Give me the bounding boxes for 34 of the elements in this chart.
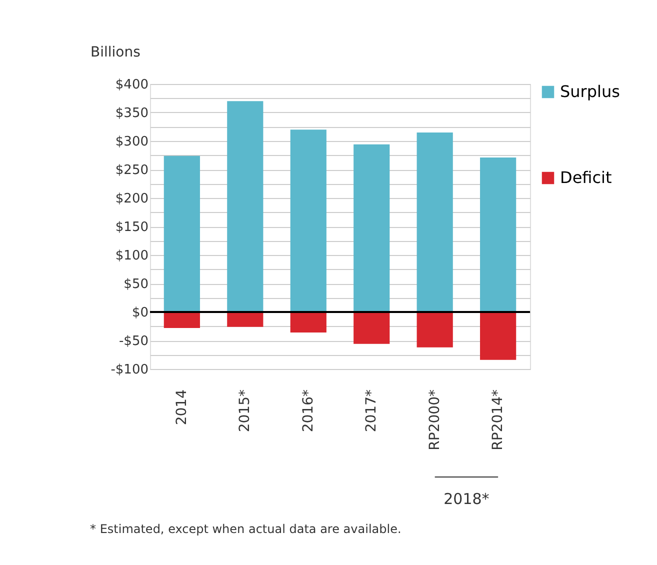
- y-tick-label: $250: [115, 163, 148, 178]
- bar: [290, 130, 326, 312]
- legend-label: Surplus: [560, 82, 620, 101]
- y-tick-label: $100: [115, 248, 148, 264]
- bar: [354, 144, 390, 312]
- x-tick-label: RP2014*: [490, 390, 506, 450]
- text: 2018*: [444, 490, 490, 508]
- y-tick-label: $150: [115, 220, 148, 235]
- y-tick-label: $400: [115, 78, 148, 92]
- legend-label: Deficit: [560, 168, 612, 187]
- x-tick-label: RP2000*: [426, 390, 443, 450]
- y-tick-label: $300: [115, 134, 148, 150]
- x-tick-label: 2017*: [364, 390, 380, 432]
- x-tick-label: 2014: [174, 389, 190, 426]
- y-tick-label: -$50: [118, 334, 148, 349]
- bar: [290, 312, 326, 333]
- x-tick-label: 2016*: [300, 390, 316, 432]
- bar: [480, 312, 516, 360]
- bar: [354, 312, 390, 344]
- bar: [480, 158, 516, 312]
- y-tick-label: -$100: [110, 362, 148, 378]
- y-tick-label: $0: [132, 306, 148, 320]
- bar: [164, 156, 200, 312]
- y-tick-label: $350: [115, 106, 148, 121]
- bar: [227, 312, 264, 327]
- text: * Estimated, except when actual data are available.: [90, 522, 402, 536]
- y-axis-title: Billions: [90, 44, 140, 60]
- x-tick-label: 2015*: [237, 390, 254, 432]
- bar: [416, 132, 453, 312]
- y-tick-label: $50: [124, 277, 148, 292]
- bar: [227, 101, 264, 312]
- bar: [416, 312, 453, 348]
- y-tick-label: $200: [115, 192, 148, 206]
- bar: [164, 312, 200, 328]
